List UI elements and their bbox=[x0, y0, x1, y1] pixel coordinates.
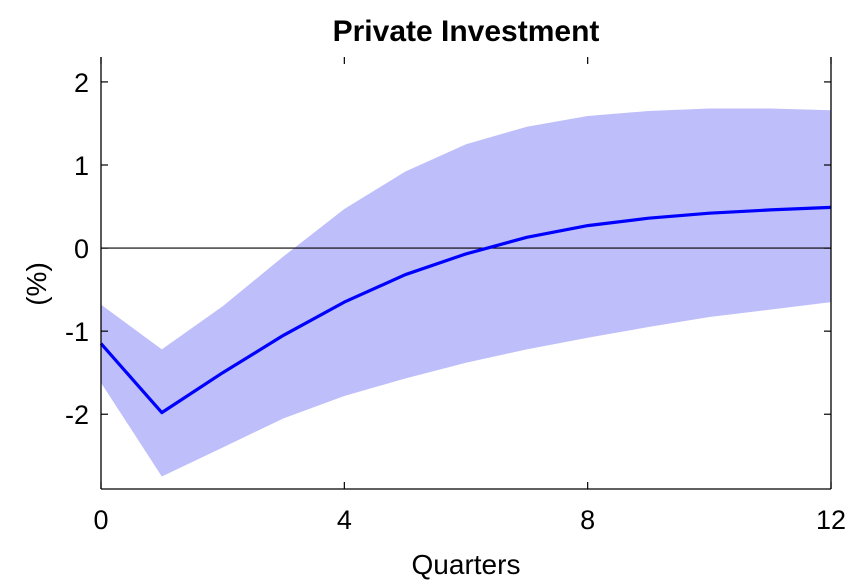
confidence-band bbox=[101, 108, 831, 477]
y-tick-label: 1 bbox=[74, 151, 89, 181]
y-tick-label: 2 bbox=[74, 68, 89, 98]
y-tick-label: 0 bbox=[74, 234, 89, 264]
x-axis-label: Quarters bbox=[412, 549, 521, 580]
y-tick-label: -2 bbox=[65, 400, 89, 430]
median-line-layer bbox=[99, 205, 832, 415]
x-tick-label: 4 bbox=[337, 505, 352, 535]
x-tick-label: 0 bbox=[93, 505, 108, 535]
x-tick-label: 12 bbox=[816, 505, 846, 535]
y-axis-label: (%) bbox=[21, 262, 52, 306]
chart-title: Private Investment bbox=[333, 15, 600, 48]
confidence-band-layer bbox=[101, 108, 831, 477]
x-tick-label: 8 bbox=[580, 505, 595, 535]
y-tick-label: -1 bbox=[65, 317, 89, 347]
axes-frame bbox=[100, 57, 832, 490]
median-response-line bbox=[99, 205, 832, 415]
